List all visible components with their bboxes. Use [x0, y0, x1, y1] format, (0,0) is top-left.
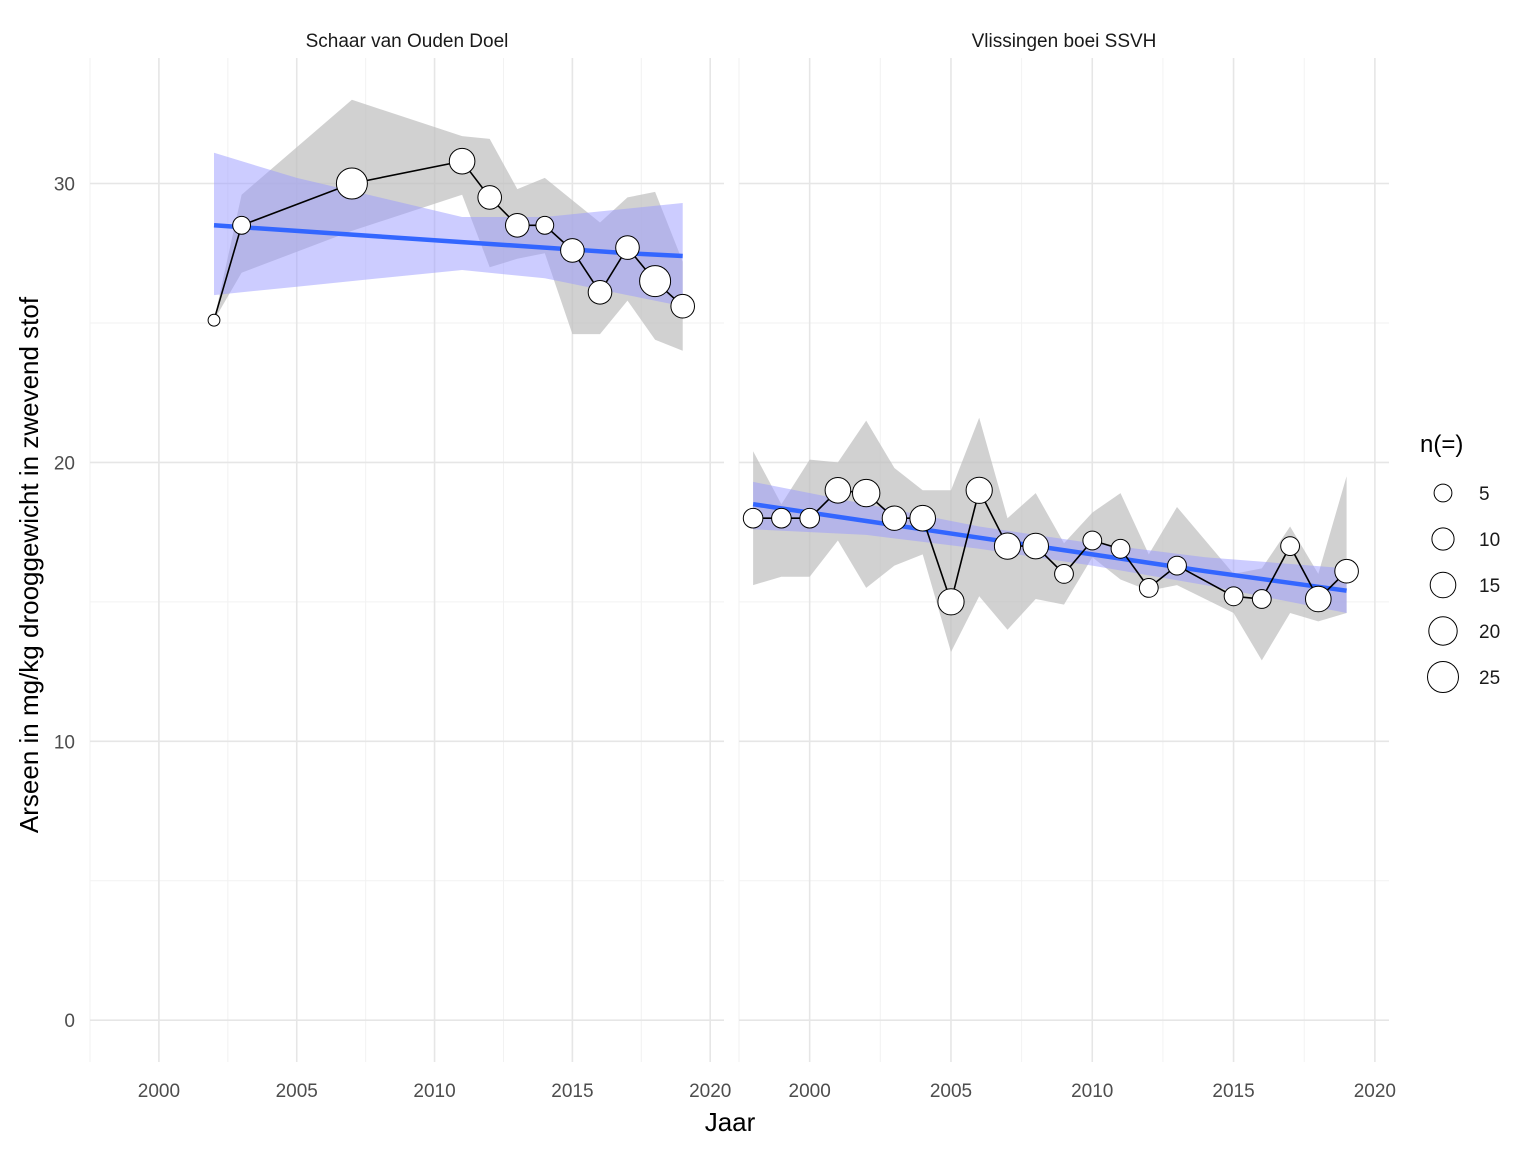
x-tick-label: 2015 — [1212, 1081, 1254, 1102]
x-tick-label: 2000 — [138, 1081, 180, 1102]
legend-key-label: 20 — [1479, 622, 1500, 643]
range-band — [214, 99, 683, 351]
data-point — [1305, 585, 1332, 613]
data-point — [993, 532, 1022, 560]
data-point — [852, 478, 881, 508]
y-axis-title: Arseen in mg/kg drooggewicht in zwevend … — [14, 296, 44, 833]
legend-key-label: 5 — [1479, 484, 1490, 505]
data-point — [335, 167, 368, 200]
x-tick-label: 2010 — [1071, 1081, 1113, 1102]
x-tick-label: 2005 — [276, 1081, 318, 1102]
data-point — [742, 507, 764, 529]
y-tick-label: 30 — [54, 175, 75, 196]
data-point — [232, 215, 252, 235]
legend-key-circle — [1428, 616, 1458, 646]
data-point — [1167, 555, 1187, 576]
facet-strip-label: Vlissingen boei SSVH — [972, 31, 1157, 52]
legend-key-circle — [1431, 527, 1455, 551]
data-point — [207, 313, 221, 327]
y-tick-label: 0 — [64, 1011, 75, 1032]
x-tick-label: 2010 — [413, 1081, 455, 1102]
data-point — [771, 507, 792, 529]
data-point — [881, 505, 908, 531]
data-point — [1082, 530, 1103, 551]
x-tick-label: 2020 — [1354, 1081, 1396, 1102]
panel-2: Vlissingen boei SSVH 2000 2005 2010 2015 2020 — [738, 31, 1396, 1102]
data-point — [937, 588, 965, 616]
data-point — [1110, 538, 1131, 559]
data-point — [1223, 586, 1244, 607]
data-point — [1251, 589, 1272, 609]
data-point — [965, 476, 993, 504]
data-point — [670, 293, 696, 319]
data-point — [615, 235, 640, 260]
data-point — [824, 477, 852, 504]
data-point — [448, 147, 476, 175]
data-point — [477, 185, 503, 210]
data-point — [560, 238, 585, 263]
y-tick-label: 20 — [54, 453, 75, 474]
legend-key-label: 15 — [1479, 576, 1500, 597]
size-legend: n(=) 5 10 15 20 25 — [1420, 431, 1500, 693]
x-tick-label: 2015 — [551, 1081, 593, 1102]
data-point — [1022, 532, 1049, 560]
x-axis-title: Jaar — [705, 1107, 756, 1137]
data-point — [535, 215, 555, 235]
data-point — [1334, 558, 1359, 584]
x-tick-label: 2005 — [930, 1081, 972, 1102]
data-point — [1054, 564, 1074, 584]
legend-key-circle — [1433, 483, 1453, 503]
x-tick-label: 2020 — [689, 1081, 731, 1102]
legend-key-circle — [1427, 661, 1459, 693]
facet-strip-label: Schaar van Ouden Doel — [306, 31, 509, 52]
legend-title: n(=) — [1420, 431, 1463, 458]
data-point — [909, 504, 937, 532]
data-point — [1280, 536, 1300, 556]
data-point — [1138, 578, 1159, 598]
x-tick-label: 2000 — [789, 1081, 831, 1102]
data-point — [639, 265, 672, 298]
y-tick-label: 10 — [54, 732, 75, 753]
data-point — [587, 280, 613, 305]
legend-key-label: 25 — [1479, 668, 1500, 689]
data-point — [799, 507, 821, 529]
legend-key-label: 10 — [1479, 530, 1500, 551]
data-point — [505, 213, 530, 238]
legend-key-circle — [1429, 571, 1457, 599]
